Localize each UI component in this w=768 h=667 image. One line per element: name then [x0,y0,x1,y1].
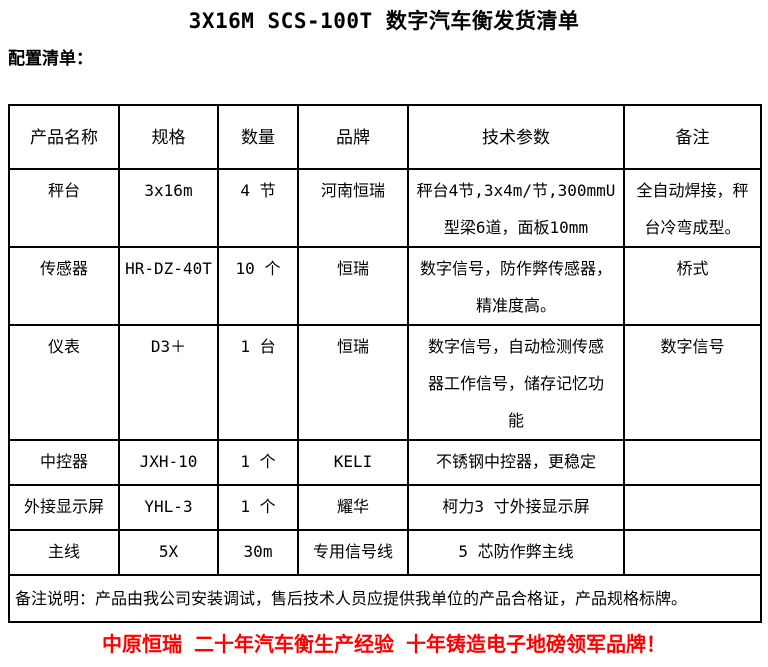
remark-cell: 备注说明：产品由我公司安装调试，售后技术人员应提供我单位的产品合格证，产品规格标… [8,574,762,623]
cell-qty: 4 节 [217,168,299,248]
cell-product-name: 秤台 [8,168,120,248]
col-header-brand: 品牌 [297,104,409,170]
col-header-qty: 数量 [217,104,299,170]
cell-spec: JXH-10 [118,439,219,486]
table-row-sensor: 传感器 HR-DZ-40T 10 个 恒瑞 数字信号，防作弊传感器， 精准度高。… [8,246,762,326]
table-row-main-cable: 主线 5X 30m 专用信号线 5 芯防作弊主线 [8,529,762,576]
col-header-spec: 规格 [118,104,219,170]
table-header-row: 产品名称 规格 数量 品牌 技术参数 备注 [8,104,762,170]
col-header-product-name: 产品名称 [8,104,120,170]
cell-qty: 1 个 [217,439,299,486]
footer-slogan: 中原恒瑞 二十年汽车衡生产经验 十年铸造电子地磅领军品牌！ [101,632,667,656]
table-row-controller: 中控器 JXH-10 1 个 KELI 不锈钢中控器，更稳定 [8,439,762,486]
cell-params: 数字信号，自动检测传感 器工作信号，储存记忆功 能 [407,324,625,441]
page-title: 3X16M SCS-100T 数字汽车衡发货清单 [188,9,580,33]
cell-note: 全自动焊接，秤 台冷弯成型。 [623,168,762,248]
cell-brand: 恒瑞 [297,246,409,326]
cell-params: 数字信号，防作弊传感器， 精准度高。 [407,246,625,326]
cell-brand: KELI [297,439,409,486]
cell-spec: HR-DZ-40T [118,246,219,326]
cell-product-name: 主线 [8,529,120,576]
config-table: 产品名称 规格 数量 品牌 技术参数 备注 秤台 3x16m 4 节 河南恒瑞 … [8,104,762,623]
cell-product-name: 外接显示屏 [8,484,120,531]
cell-brand: 耀华 [297,484,409,531]
table-remark-row: 备注说明：产品由我公司安装调试，售后技术人员应提供我单位的产品合格证，产品规格标… [8,574,762,623]
cell-spec: YHL-3 [118,484,219,531]
cell-qty: 1 台 [217,324,299,441]
section-label: 配置清单： [8,49,93,69]
table-row-scale-platform: 秤台 3x16m 4 节 河南恒瑞 秤台4节,3x4m/节,300mmU 型梁6… [8,168,762,248]
cell-spec: 3x16m [118,168,219,248]
table-row-indicator: 仪表 D3＋ 1 台 恒瑞 数字信号，自动检测传感 器工作信号，储存记忆功 能 … [8,324,762,441]
cell-spec: 5X [118,529,219,576]
cell-product-name: 仪表 [8,324,120,441]
cell-brand: 恒瑞 [297,324,409,441]
cell-qty: 1 个 [217,484,299,531]
cell-note: 数字信号 [623,324,762,441]
cell-note: 桥式 [623,246,762,326]
cell-params: 不锈钢中控器，更稳定 [407,439,625,486]
cell-qty: 10 个 [217,246,299,326]
cell-params: 柯力3 寸外接显示屏 [407,484,625,531]
cell-brand: 专用信号线 [297,529,409,576]
cell-note [623,439,762,486]
cell-params: 秤台4节,3x4m/节,300mmU 型梁6道，面板10mm [407,168,625,248]
cell-note [623,484,762,531]
cell-spec: D3＋ [118,324,219,441]
cell-product-name: 传感器 [8,246,120,326]
cell-brand: 河南恒瑞 [297,168,409,248]
cell-note [623,529,762,576]
table-row-external-display: 外接显示屏 YHL-3 1 个 耀华 柯力3 寸外接显示屏 [8,484,762,531]
col-header-note: 备注 [623,104,762,170]
cell-qty: 30m [217,529,299,576]
col-header-params: 技术参数 [407,104,625,170]
cell-product-name: 中控器 [8,439,120,486]
cell-params: 5 芯防作弊主线 [407,529,625,576]
